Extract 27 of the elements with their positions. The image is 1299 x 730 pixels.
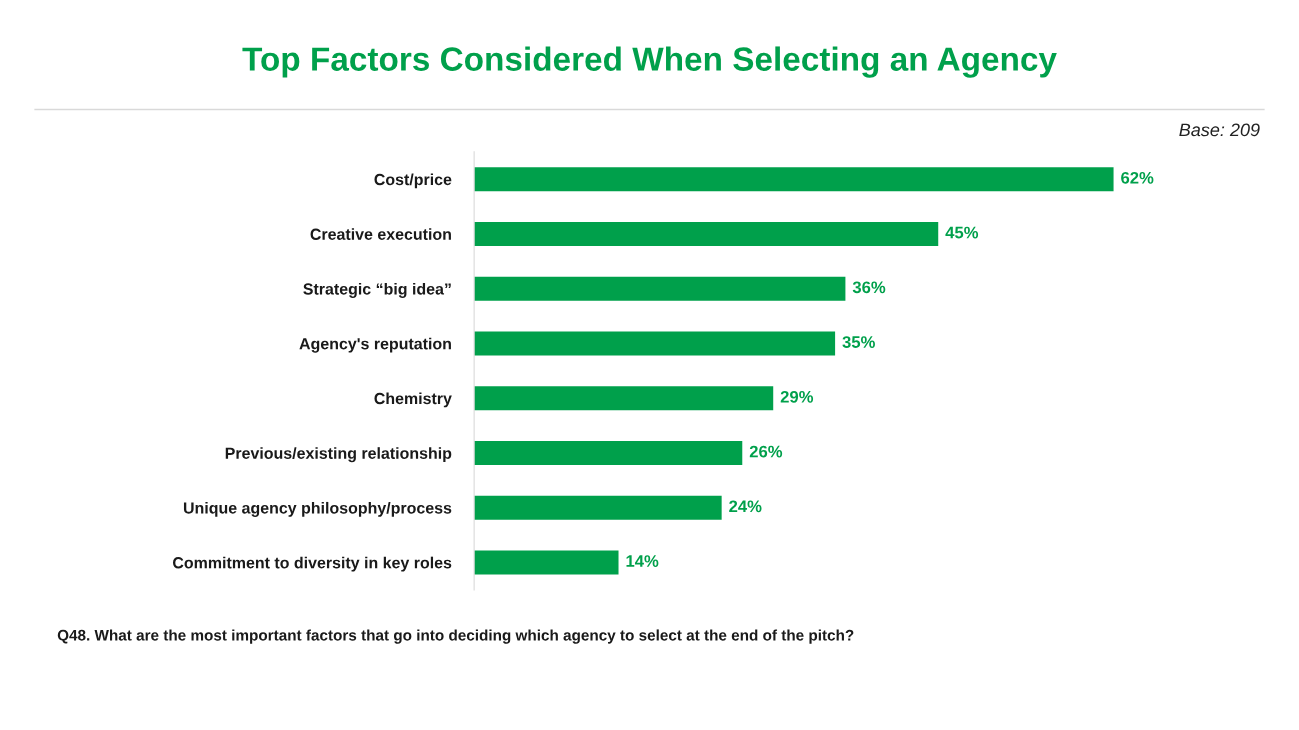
data-label: 24% [729,500,762,513]
y-tick-label: Previous/existing relationship [225,447,452,463]
bar [474,167,1114,192]
bar [474,550,619,575]
bar [474,386,774,411]
bar [474,221,939,247]
bar [474,495,722,520]
y-tick-label: Creative execution [310,228,451,240]
data-label: 36% [852,281,886,294]
y-tick-label: Commitment to diversity in key roles [172,556,452,572]
data-label: 26% [749,445,783,458]
chart-title: Top Factors Considered When Selecting an Agency [242,46,1057,78]
y-tick-label: Cost/price [374,173,452,189]
data-label: 29% [780,390,814,403]
text: Base: 209 [1179,123,1260,137]
y-tick-label: Strategic “big idea” [303,282,451,298]
y-tick-label: Unique agency philosophy/process [183,501,452,517]
data-label: 45% [945,226,979,239]
bar [474,276,846,301]
data-label: 62% [1121,171,1154,184]
y-tick-label: Agency's reputation [299,337,451,353]
bar [474,440,743,466]
data-label: 14% [626,555,659,567]
text: Q48. What are the most important factors that go into deciding which agency to select at the end of the pitch? [57,629,854,644]
y-tick-label: Chemistry [374,392,452,408]
bar [474,331,836,356]
data-label: 35% [842,336,875,348]
